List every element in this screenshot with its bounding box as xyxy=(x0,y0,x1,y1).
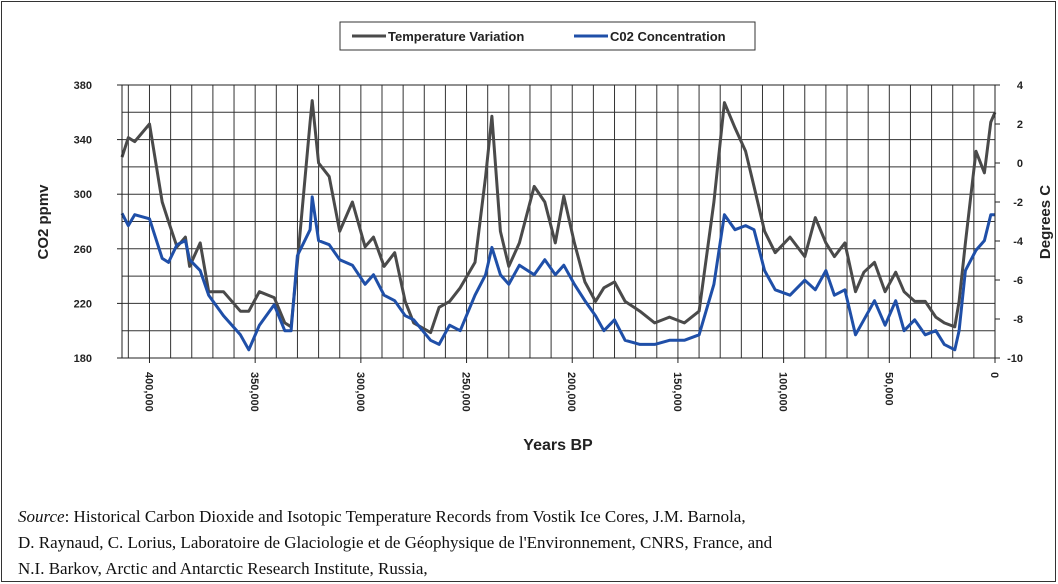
y2-tick-label: -4 xyxy=(1013,236,1024,248)
y-tick-label: 260 xyxy=(74,244,92,256)
source-text: : Historical Carbon Dioxide and Isotopic… xyxy=(65,507,746,526)
y-tick-label: 300 xyxy=(74,189,92,201)
y-axis-label: CO2 ppmv xyxy=(35,184,52,260)
y2-tick-label: 4 xyxy=(1017,80,1024,92)
x-tick-label: 400,000 xyxy=(142,372,154,412)
series-line xyxy=(120,195,995,352)
x-tick-label: 0 xyxy=(988,372,1000,378)
y2-tick-label: 2 xyxy=(1017,119,1023,131)
x-tick-label: 200,000 xyxy=(565,372,577,412)
y-tick-label: 220 xyxy=(74,298,92,310)
x-tick-label: 250,000 xyxy=(460,372,472,412)
legend: Temperature Variation C02 Concentration xyxy=(352,29,726,44)
source-text: D. Raynaud, C. Lorius, Laboratoire de Gl… xyxy=(18,533,773,552)
y2-tick-label: -10 xyxy=(1007,353,1023,365)
source-text: N.I. Barkov, Arctic and Antarctic Resear… xyxy=(18,559,428,578)
y-tick-label: 380 xyxy=(74,80,92,92)
y2-axis-label: Degrees C xyxy=(1037,185,1054,259)
source-line: Source: Historical Carbon Dioxide and Is… xyxy=(18,507,746,526)
y2-tick-label: -8 xyxy=(1013,314,1023,326)
y2-tick-label: -6 xyxy=(1013,275,1023,287)
x-tick-label: 350,000 xyxy=(248,372,260,412)
x-axis-label: Years BP xyxy=(523,437,593,454)
series-line xyxy=(120,99,997,335)
y-tick-label: 340 xyxy=(74,135,92,147)
source-label: Source xyxy=(18,507,65,526)
plot-border xyxy=(121,84,996,359)
y2-tick-label: -2 xyxy=(1013,197,1023,209)
x-tick-label: 150,000 xyxy=(671,372,683,412)
x-tick-label: 300,000 xyxy=(354,372,366,412)
legend-label: C02 Concentration xyxy=(610,29,726,44)
legend-box xyxy=(339,21,756,51)
plot-lines xyxy=(120,99,997,352)
legend-label: Temperature Variation xyxy=(388,29,524,44)
x-tick-label: 100,000 xyxy=(777,372,789,412)
y2-tick-label: 0 xyxy=(1017,158,1023,170)
x-tick-label: 50,000 xyxy=(882,372,894,406)
y-tick-label: 180 xyxy=(74,353,92,365)
